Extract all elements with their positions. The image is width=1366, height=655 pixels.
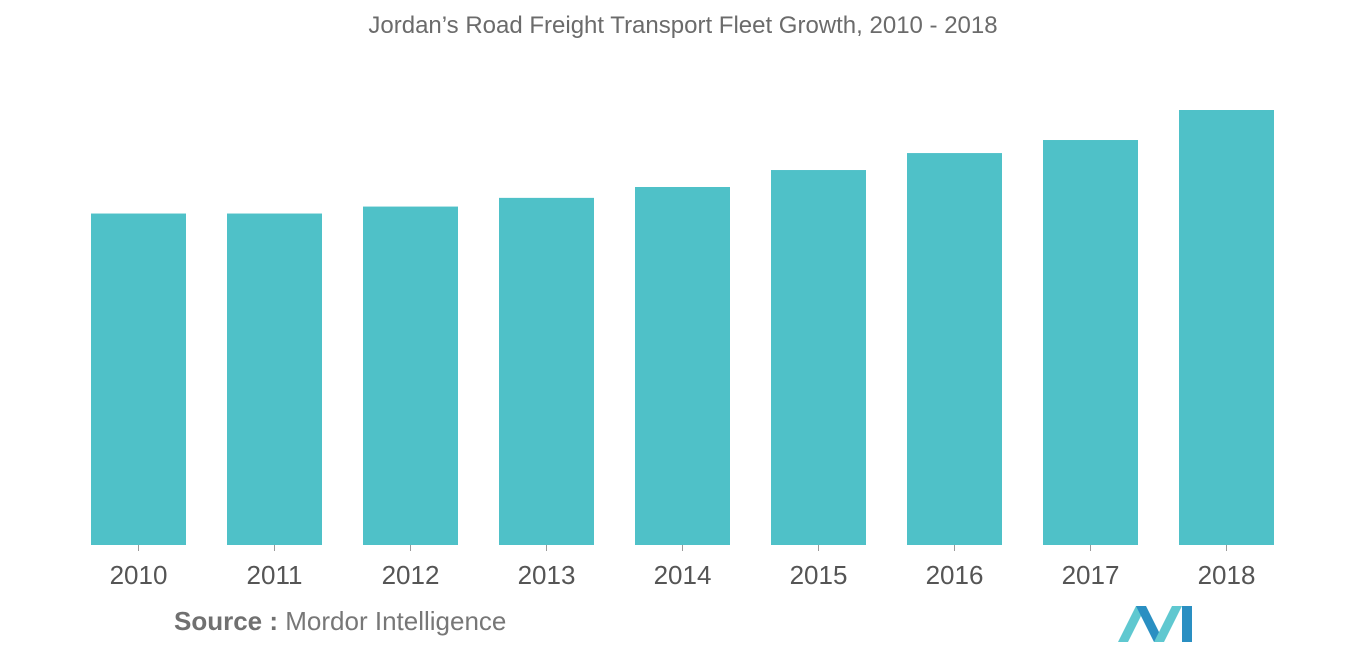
x-tick-label-2014: 2014	[654, 560, 712, 590]
chart-title: Jordan’s Road Freight Transport Fleet Gr…	[368, 12, 998, 39]
logo-right-stroke	[1154, 606, 1182, 642]
x-tick-label-2010: 2010	[110, 560, 168, 590]
logo-middle-stroke	[1136, 606, 1164, 642]
x-tick-label-2016: 2016	[926, 560, 984, 590]
source-note: Source : Mordor Intelligence	[174, 606, 506, 637]
logo-right-bar	[1182, 606, 1192, 642]
x-tick-label-2011: 2011	[247, 560, 303, 590]
bar-2017	[1043, 140, 1138, 545]
mordor-intelligence-logo-icon	[1118, 606, 1192, 642]
x-tick-label-2015: 2015	[790, 560, 848, 590]
x-axis: 2010 2011 2012 2013 2014 2015 2016 2017 2018	[110, 545, 1256, 590]
x-tick-label-2012: 2012	[382, 560, 440, 590]
logo-left-stroke	[1118, 606, 1146, 642]
bar-2011	[227, 213, 322, 545]
bar-2014	[635, 186, 730, 545]
bar-2018	[1179, 110, 1274, 545]
bar-2016	[907, 153, 1002, 545]
bar-2013	[499, 197, 594, 545]
x-tick-label-2013: 2013	[518, 560, 576, 590]
bar-2015	[771, 170, 866, 545]
x-tick-label-2018: 2018	[1198, 560, 1256, 590]
bar-2010	[91, 213, 186, 545]
source-text: Mordor Intelligence	[285, 606, 507, 636]
x-tick-label-2017: 2017	[1062, 560, 1120, 590]
source-label: Source :	[174, 606, 279, 636]
bar-chart: 2010 2011 2012 2013 2014 2015 2016 2017 2018	[91, 110, 1274, 590]
bar-2012	[363, 206, 458, 545]
bars-group	[91, 110, 1274, 545]
